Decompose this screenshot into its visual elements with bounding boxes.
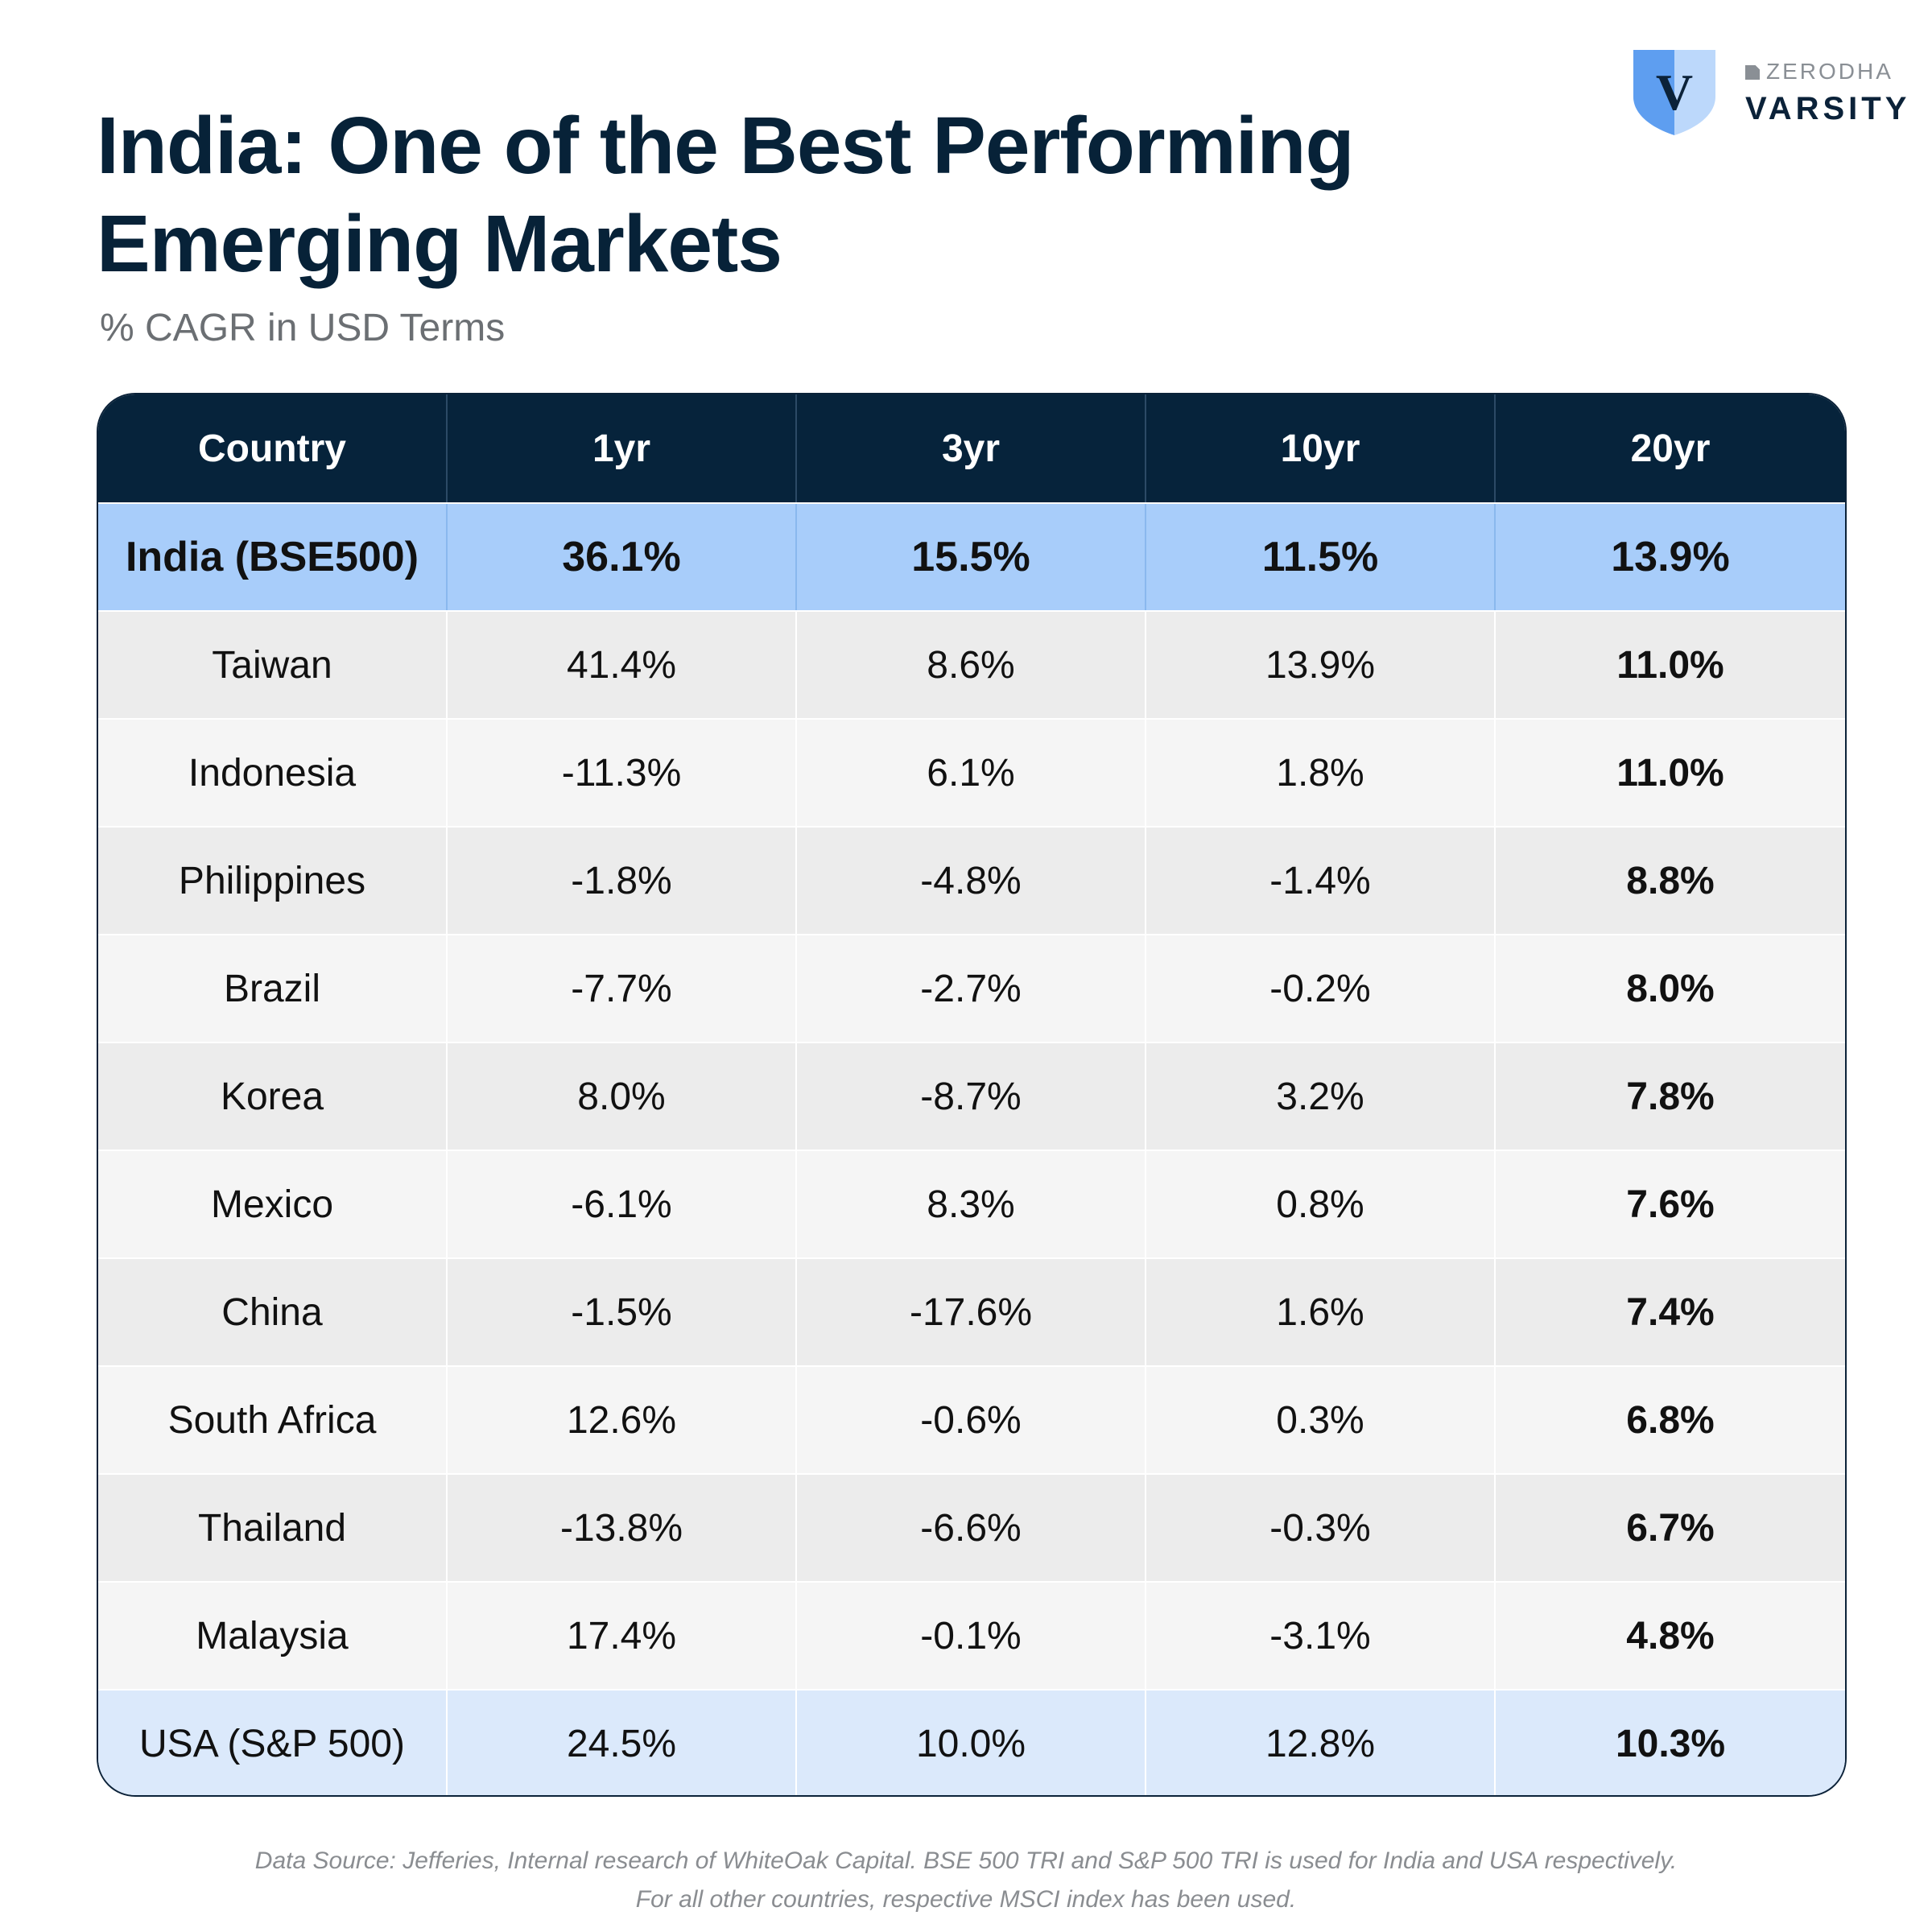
table-row: China -1.5% -17.6% 1.6% 7.4% (98, 1257, 1845, 1365)
value-cell: -0.1% (797, 1583, 1146, 1689)
value-cell: 4.8% (1626, 1614, 1715, 1657)
country-cell: Indonesia (98, 720, 448, 826)
value-cell: 41.4% (448, 612, 797, 718)
table-row: India (BSE500) 36.1% 15.5% 11.5% 13.9% (98, 502, 1845, 610)
value-cell: -8.7% (797, 1043, 1146, 1150)
value-cell: 13.9% (1146, 612, 1496, 718)
value-cell: 6.8% (1626, 1398, 1715, 1442)
shield-v-logo-icon: V (1633, 50, 1715, 135)
table-body: India (BSE500) 36.1% 15.5% 11.5% 13.9% Taiwan… (98, 502, 1845, 1795)
country-cell: Philippines (98, 828, 448, 934)
value-cell: 36.1% (448, 504, 797, 610)
table-header-row: Country 1yr 3yr 10yr 20yr (98, 394, 1845, 502)
value-cell: -13.8% (448, 1475, 797, 1581)
value-cell: 8.8% (1626, 859, 1715, 902)
country-cell: USA (S&P 500) (98, 1690, 448, 1795)
brand-main-label: VARSITY (1745, 91, 1911, 126)
country-cell: Thailand (98, 1475, 448, 1581)
value-cell: 8.0% (448, 1043, 797, 1150)
value-cell: 8.0% (1626, 967, 1715, 1010)
value-cell: -6.1% (448, 1151, 797, 1257)
country-cell: China (98, 1259, 448, 1365)
value-cell: 7.6% (1626, 1183, 1715, 1226)
zerodha-mark-icon (1745, 65, 1760, 80)
table-row: USA (S&P 500) 24.5% 10.0% 12.8% 10.3% (98, 1689, 1845, 1795)
value-cell: 17.4% (448, 1583, 797, 1689)
column-header: 3yr (797, 394, 1146, 502)
subtitle: % CAGR in USD Terms (100, 307, 506, 349)
value-cell: 10.3% (1615, 1722, 1726, 1765)
value-cell: 15.5% (797, 504, 1146, 610)
value-cell: 6.7% (1626, 1506, 1715, 1550)
country-cell: Taiwan (98, 612, 448, 718)
brand-logo: V ZERODHA VARSITY (1630, 47, 1906, 143)
value-cell: 8.6% (797, 612, 1146, 718)
country-cell: Brazil (98, 935, 448, 1042)
value-cell: -11.3% (448, 720, 797, 826)
value-cell: 1.6% (1146, 1259, 1496, 1365)
country-cell: South Africa (98, 1367, 448, 1473)
value-cell: 0.8% (1146, 1151, 1496, 1257)
value-cell: 24.5% (448, 1690, 797, 1795)
column-header: 1yr (448, 394, 797, 502)
title-line-2: Emerging Markets (97, 199, 782, 289)
value-cell: 6.1% (797, 720, 1146, 826)
value-cell: 12.6% (448, 1367, 797, 1473)
country-cell: Mexico (98, 1151, 448, 1257)
value-cell: -1.5% (448, 1259, 797, 1365)
value-cell: 1.8% (1146, 720, 1496, 826)
footnote-line-2: For all other countries, respective MSCI… (635, 1886, 1297, 1913)
title-line-1: India: One of the Best Performing (97, 101, 1355, 191)
column-header: 10yr (1146, 394, 1496, 502)
value-cell: -0.3% (1146, 1475, 1496, 1581)
country-cell: Korea (98, 1043, 448, 1150)
value-cell: -1.4% (1146, 828, 1496, 934)
table-row: Taiwan 41.4% 8.6% 13.9% 11.0% (98, 610, 1845, 718)
column-header: Country (98, 394, 448, 502)
value-cell: 7.8% (1626, 1075, 1715, 1118)
value-cell: 8.3% (797, 1151, 1146, 1257)
page-title: India: One of the Best Performing Emergi… (97, 97, 1465, 293)
table-row: Philippines -1.8% -4.8% -1.4% 8.8% (98, 826, 1845, 934)
value-cell: 11.0% (1616, 643, 1724, 687)
svg-text:V: V (1656, 64, 1693, 121)
table-row: Mexico -6.1% 8.3% 0.8% 7.6% (98, 1150, 1845, 1257)
value-cell: -7.7% (448, 935, 797, 1042)
value-cell: -1.8% (448, 828, 797, 934)
value-cell: -3.1% (1146, 1583, 1496, 1689)
brand-top-label: ZERODHA (1745, 58, 1893, 85)
table-row: Indonesia -11.3% 6.1% 1.8% 11.0% (98, 718, 1845, 826)
value-cell: -2.7% (797, 935, 1146, 1042)
value-cell: 12.8% (1146, 1690, 1496, 1795)
value-cell: 11.5% (1146, 504, 1496, 610)
table-row: Thailand -13.8% -6.6% -0.3% 6.7% (98, 1473, 1845, 1581)
country-cell: Malaysia (98, 1583, 448, 1689)
value-cell: 13.9% (1611, 534, 1730, 580)
performance-table: Country 1yr 3yr 10yr 20yr India (BSE500) 36.1… (97, 393, 1847, 1797)
footnote-line-1: Data Source: Jefferies, Internal researc… (254, 1847, 1678, 1874)
footnote: Data Source: Jefferies, Internal researc… (0, 1842, 1932, 1919)
value-cell: -0.2% (1146, 935, 1496, 1042)
table-row: Brazil -7.7% -2.7% -0.2% 8.0% (98, 934, 1845, 1042)
value-cell: -17.6% (797, 1259, 1146, 1365)
value-cell: 11.0% (1616, 751, 1724, 795)
column-header: 20yr (1630, 427, 1711, 470)
value-cell: 10.0% (797, 1690, 1146, 1795)
table-row: South Africa 12.6% -0.6% 0.3% 6.8% (98, 1365, 1845, 1473)
value-cell: -6.6% (797, 1475, 1146, 1581)
table-row: Korea 8.0% -8.7% 3.2% 7.8% (98, 1042, 1845, 1150)
value-cell: 7.4% (1626, 1290, 1715, 1334)
table-row: Malaysia 17.4% -0.1% -3.1% 4.8% (98, 1581, 1845, 1689)
value-cell: 0.3% (1146, 1367, 1496, 1473)
country-cell: India (BSE500) (98, 504, 448, 610)
value-cell: -4.8% (797, 828, 1146, 934)
value-cell: -0.6% (797, 1367, 1146, 1473)
value-cell: 3.2% (1146, 1043, 1496, 1150)
